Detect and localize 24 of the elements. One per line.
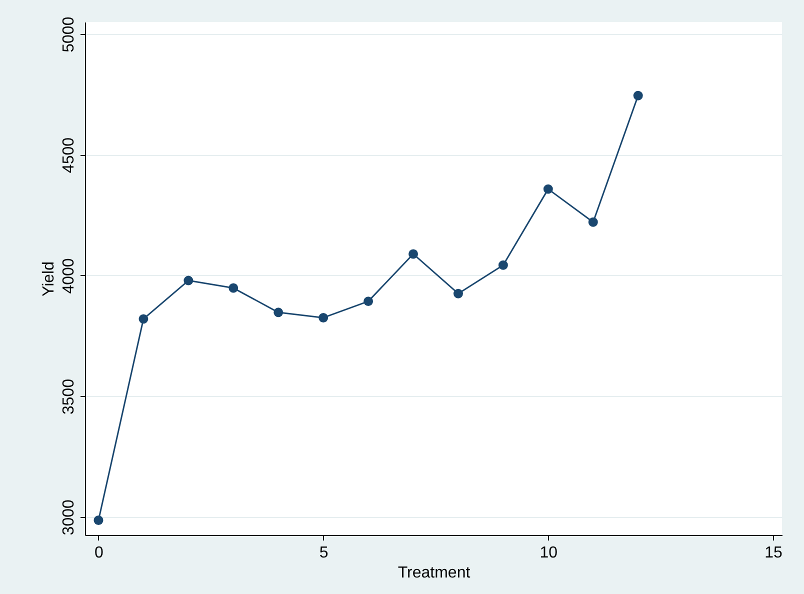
- point: [408, 249, 418, 259]
- point: [543, 184, 553, 194]
- x-tick-label: 0: [94, 544, 104, 562]
- x-tick-label: 5: [319, 544, 328, 562]
- point: [633, 90, 643, 100]
- y-tick-label: 5000: [60, 16, 78, 52]
- point: [453, 288, 463, 298]
- x-tick-label: 10: [540, 544, 558, 562]
- y-tick-label: 3500: [60, 378, 78, 414]
- y-axis-title: Yield: [40, 262, 58, 296]
- y-tick-label: 4500: [60, 137, 78, 174]
- point: [318, 312, 328, 322]
- point: [138, 314, 148, 324]
- point: [364, 296, 374, 306]
- point: [498, 260, 508, 270]
- y-tick-label: 4000: [60, 258, 78, 294]
- x-axis-title: Treatment: [398, 564, 471, 582]
- x-tick-label: 15: [764, 544, 783, 562]
- point: [184, 276, 194, 286]
- y-tick-label: 3000: [60, 499, 78, 536]
- point: [94, 516, 104, 526]
- point: [588, 217, 598, 227]
- point: [228, 283, 238, 293]
- point: [274, 308, 284, 318]
